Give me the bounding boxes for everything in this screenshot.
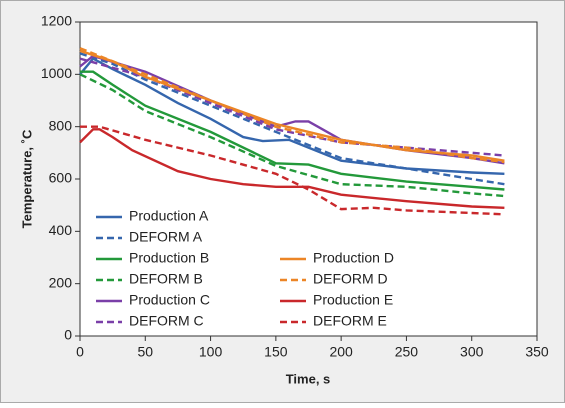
- y-tick-label: 1000: [41, 65, 72, 81]
- series-line: [79, 128, 505, 209]
- x-tick-label: 300: [460, 344, 484, 360]
- legend-label: Production E: [313, 292, 393, 308]
- x-tick-label: 200: [329, 344, 353, 360]
- y-tick-label: 0: [64, 327, 72, 343]
- legend-label: Production B: [129, 250, 209, 266]
- series-line: [80, 70, 505, 191]
- x-axis-label: Time, s: [286, 371, 331, 386]
- legend-label: Production D: [313, 250, 394, 266]
- x-tick-label: 50: [137, 344, 153, 360]
- series-line: [79, 47, 505, 164]
- y-axis-label: Temperature, ˚C: [19, 129, 34, 228]
- legend-label: DEFORM C: [129, 313, 204, 329]
- x-tick-label: 150: [264, 344, 288, 360]
- legend-label: Production C: [129, 292, 210, 308]
- x-tick-label: 100: [199, 344, 223, 360]
- plot-area: [79, 21, 538, 337]
- y-tick-label: 600: [49, 170, 73, 186]
- legend-label: DEFORM A: [129, 229, 203, 245]
- y-tick-label: 1200: [41, 13, 72, 29]
- x-tick-label: 350: [525, 344, 549, 360]
- x-tick-label: 250: [395, 344, 419, 360]
- legend-label: DEFORM B: [129, 271, 203, 287]
- y-tick-label: 400: [49, 222, 73, 238]
- x-tick-label: 0: [76, 344, 84, 360]
- y-tick-label: 200: [49, 274, 73, 290]
- legend-label: DEFORM D: [313, 271, 388, 287]
- series-line: [79, 73, 505, 198]
- series-line: [80, 125, 505, 216]
- y-tick-label: 800: [49, 117, 73, 133]
- legend-label: Production A: [129, 208, 209, 224]
- series-line: [79, 52, 505, 186]
- legend-label: DEFORM E: [313, 313, 387, 329]
